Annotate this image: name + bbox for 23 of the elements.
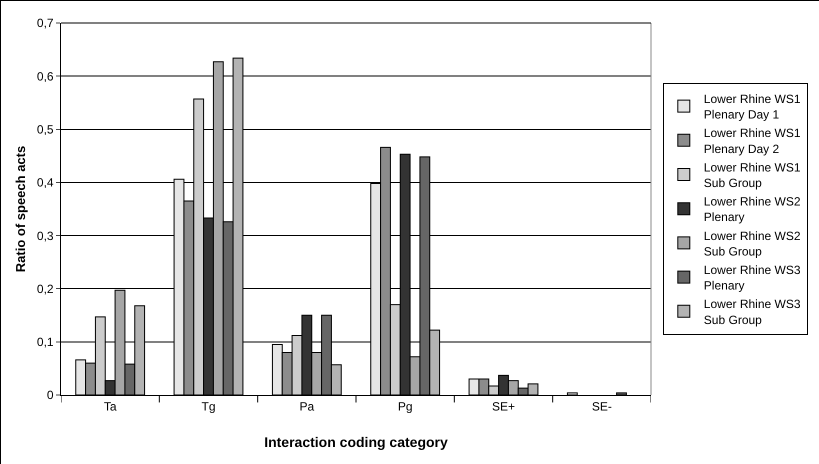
legend-label: Lower Rhine WS2 Sub Group xyxy=(704,228,801,258)
x-tick-label: SE- xyxy=(592,399,612,414)
legend-label: Lower Rhine WS1 Plenary Day 1 xyxy=(704,92,801,122)
x-axis-title: Interaction coding category xyxy=(264,434,448,450)
x-tick-label: SE+ xyxy=(492,399,516,414)
y-axis-title: Ratio of speech acts xyxy=(13,146,28,272)
legend-label: Lower Rhine WS2 Plenary xyxy=(704,194,801,224)
y-tick-label: 0,2 xyxy=(36,282,54,296)
legend-label: Lower Rhine WS1 Sub Group xyxy=(704,160,801,190)
y-tick-label: 0,3 xyxy=(36,228,54,243)
legend-label: Lower Rhine WS3 Plenary xyxy=(704,262,801,293)
x-tick-label: Ta xyxy=(104,399,117,414)
y-tick-label: 0,6 xyxy=(36,69,54,84)
y-tick-label: 0,1 xyxy=(36,335,54,350)
y-tick-label: 0 xyxy=(46,388,54,402)
x-tick-label: Pg xyxy=(398,399,413,414)
y-tick-label: 0,7 xyxy=(36,16,54,30)
x-tick-label: Tg xyxy=(201,399,216,414)
legend-label: Lower Rhine WS3 Sub Group xyxy=(704,297,801,327)
y-tick-label: 0,4 xyxy=(36,176,54,190)
legend-label: Lower Rhine WS1 Plenary Day 2 xyxy=(704,126,801,156)
x-tick-label: Pa xyxy=(299,399,314,414)
y-tick-label: 0,5 xyxy=(36,122,54,136)
